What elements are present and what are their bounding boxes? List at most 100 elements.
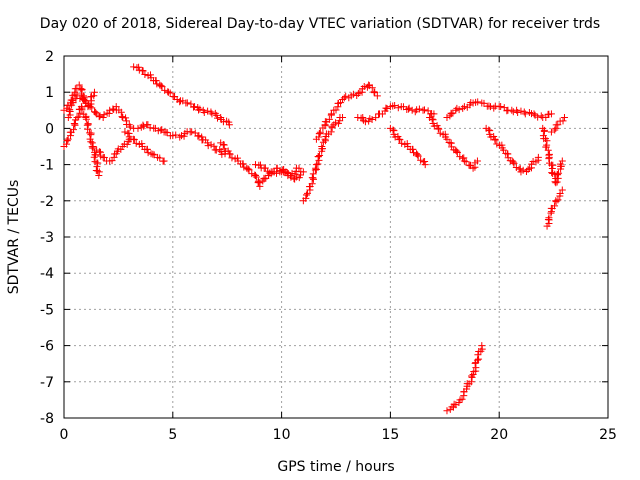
data-point [339, 95, 347, 103]
data-point [414, 152, 422, 160]
data-point [415, 105, 423, 113]
data-point [521, 110, 529, 118]
data-point [404, 105, 412, 113]
data-point [391, 101, 399, 109]
data-point [140, 122, 148, 130]
x-tick-label: 15 [381, 427, 399, 443]
data-point [383, 104, 391, 112]
data-point [130, 136, 138, 144]
data-point [90, 92, 98, 100]
data-point [153, 80, 161, 88]
data-point [88, 143, 96, 151]
data-point [82, 115, 90, 123]
y-tick-label: -8 [40, 411, 54, 427]
data-point [327, 110, 335, 118]
data-point [517, 107, 525, 115]
data-point [555, 169, 563, 177]
y-tick-label: 0 [45, 121, 54, 137]
data-point [497, 102, 505, 110]
x-tick-label: 25 [599, 427, 617, 443]
data-point [537, 112, 545, 120]
data-point [325, 115, 333, 123]
data-point [309, 170, 317, 178]
data-point [459, 104, 467, 112]
data-point [204, 142, 212, 150]
y-tick-label: -5 [40, 302, 54, 318]
data-point [373, 92, 381, 100]
data-point [493, 140, 501, 148]
data-point [509, 108, 517, 116]
y-tick-label: 1 [45, 85, 54, 101]
data-point [553, 170, 561, 178]
data-point [421, 158, 429, 166]
data-point [519, 166, 527, 174]
data-point [196, 105, 204, 113]
data-point [551, 126, 559, 134]
data-point [180, 132, 188, 140]
data-point [360, 83, 368, 91]
data-point [188, 128, 196, 136]
data-point [169, 132, 177, 140]
data-point [460, 103, 468, 111]
data-point [308, 180, 316, 188]
data-point [68, 96, 76, 104]
data-point [176, 98, 184, 106]
data-point [100, 111, 108, 119]
data-point [92, 108, 100, 116]
y-tick-label: -2 [40, 194, 54, 210]
data-point [421, 161, 429, 169]
x-tick-label: 5 [168, 427, 177, 443]
data-point [473, 157, 481, 165]
data-point [339, 114, 347, 122]
data-point [75, 81, 83, 89]
data-point [244, 165, 252, 173]
y-tick-label: -7 [40, 375, 54, 391]
data-point [143, 145, 151, 153]
data-point [443, 114, 451, 122]
data-point [94, 159, 102, 167]
data-point [544, 146, 552, 154]
data-point [152, 77, 160, 85]
data-point [491, 136, 499, 144]
y-axis-label: SDTVAR / TECUs [6, 180, 22, 295]
data-point [396, 136, 404, 144]
data-point [554, 196, 562, 204]
data-point [260, 175, 268, 183]
data-point [485, 126, 493, 134]
data-point [292, 173, 300, 181]
data-point [509, 158, 517, 166]
data-point [560, 114, 568, 122]
data-point [75, 113, 83, 121]
data-point [210, 142, 218, 150]
data-point [553, 178, 561, 186]
chart-title: Day 020 of 2018, Sidereal Day-to-day VTE… [40, 16, 600, 32]
data-point [530, 110, 538, 118]
data-point [149, 150, 157, 158]
data-point [207, 141, 215, 149]
data-point [95, 113, 103, 121]
data-point [90, 153, 98, 161]
data-point [123, 140, 131, 148]
data-point [256, 161, 264, 169]
data-point [207, 108, 215, 116]
data-point [435, 125, 443, 133]
data-point [354, 89, 362, 97]
data-point [252, 173, 260, 181]
data-point [349, 90, 357, 98]
x-tick-label: 10 [273, 427, 291, 443]
data-point [558, 186, 566, 194]
data-point [430, 110, 438, 118]
data-point [77, 85, 85, 93]
data-point [163, 129, 171, 137]
data-point [240, 163, 248, 171]
x-axis-label: GPS time / hours [277, 459, 394, 475]
data-point [270, 168, 278, 176]
data-point [139, 67, 147, 75]
data-point [460, 154, 468, 162]
data-point [316, 128, 324, 136]
data-point [342, 92, 350, 100]
data-point [204, 107, 212, 115]
data-point [176, 133, 184, 141]
data-point [462, 158, 470, 166]
